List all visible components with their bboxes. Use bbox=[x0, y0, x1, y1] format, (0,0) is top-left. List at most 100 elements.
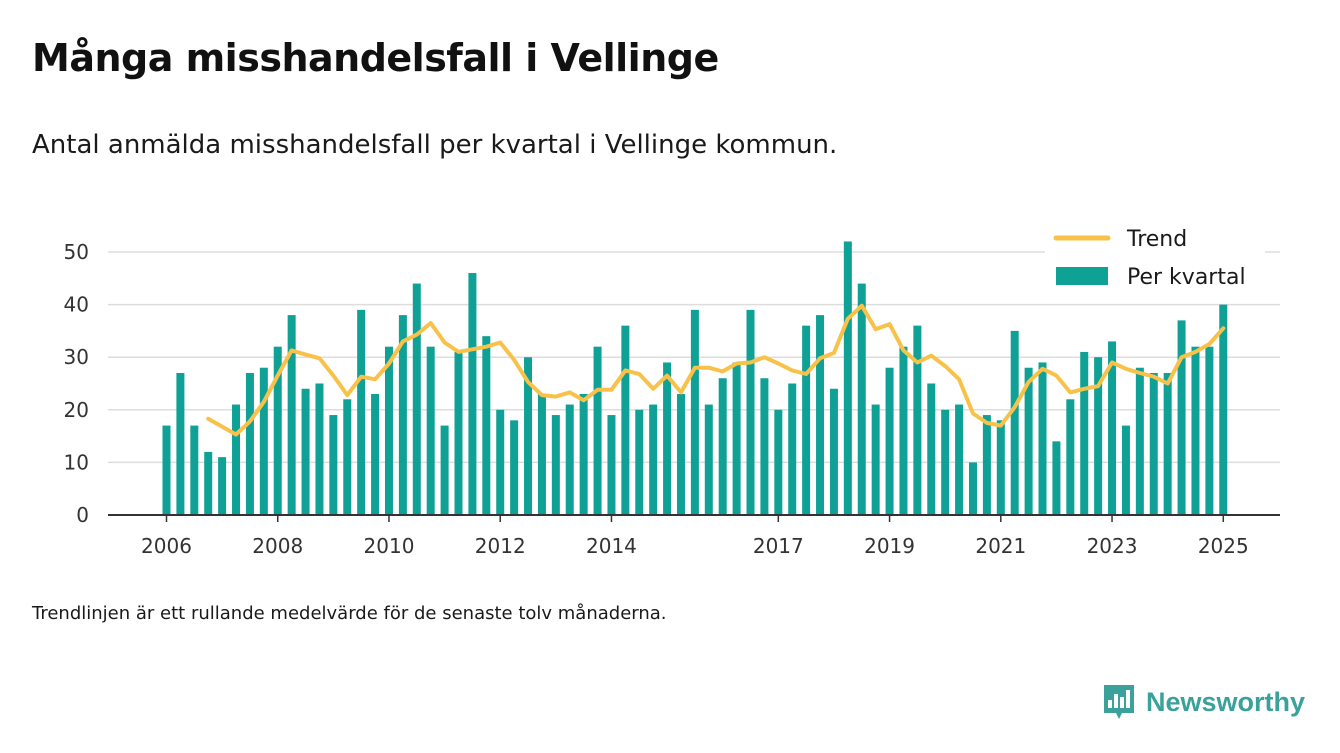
bar bbox=[537, 394, 546, 515]
bar bbox=[1052, 441, 1061, 515]
chart: 0 10 20 30 40 50 2006 2008 2010 2012 2014 2017 2019… bbox=[63, 222, 1280, 558]
x-tick-label: 2006 bbox=[141, 534, 192, 558]
newsworthy-logo-icon bbox=[1104, 685, 1134, 719]
bar bbox=[899, 346, 908, 515]
bar bbox=[996, 420, 1005, 515]
legend: Trend Per kvartal bbox=[1045, 222, 1265, 294]
bar bbox=[843, 241, 852, 516]
bar bbox=[176, 372, 185, 515]
y-tick-label: 40 bbox=[64, 293, 89, 317]
y-tick-label: 0 bbox=[76, 503, 89, 527]
bar bbox=[551, 415, 560, 515]
bar bbox=[760, 378, 769, 515]
bar bbox=[593, 346, 602, 515]
bar bbox=[1149, 372, 1158, 515]
bar bbox=[955, 404, 964, 515]
bar bbox=[635, 409, 644, 515]
x-tick-label: 2017 bbox=[753, 534, 804, 558]
bar bbox=[190, 425, 199, 515]
bar bbox=[218, 457, 227, 515]
bar bbox=[496, 409, 505, 515]
legend-bars-label: Per kvartal bbox=[1127, 265, 1246, 290]
bar bbox=[162, 425, 171, 515]
bar bbox=[343, 399, 352, 515]
bar bbox=[412, 283, 421, 515]
bar bbox=[982, 415, 991, 515]
bar bbox=[524, 357, 533, 515]
bar bbox=[1010, 330, 1019, 515]
bar bbox=[1219, 304, 1228, 515]
bar bbox=[746, 309, 755, 515]
bar bbox=[371, 394, 380, 515]
brand[interactable]: Newsworthy bbox=[1102, 682, 1305, 722]
bar bbox=[649, 404, 658, 515]
bar bbox=[857, 283, 866, 515]
legend-bars-swatch bbox=[1056, 267, 1108, 285]
y-tick-label: 50 bbox=[64, 240, 89, 264]
x-tick-label: 2019 bbox=[864, 534, 915, 558]
brand-name: Newsworthy bbox=[1146, 686, 1306, 717]
bar bbox=[329, 415, 338, 515]
bar bbox=[440, 425, 449, 515]
x-tick-label: 2021 bbox=[975, 534, 1026, 558]
chart-footnote: Trendlinjen är ett rullande medelvärde f… bbox=[32, 603, 667, 624]
bar bbox=[398, 315, 407, 515]
bars-series bbox=[162, 241, 1228, 516]
x-tick-label: 2014 bbox=[586, 534, 637, 558]
bar bbox=[1038, 362, 1047, 515]
y-tick-label: 30 bbox=[64, 345, 89, 369]
bar bbox=[802, 325, 811, 515]
bar bbox=[816, 315, 825, 515]
bar bbox=[774, 409, 783, 515]
bar bbox=[607, 415, 616, 515]
bar bbox=[357, 309, 366, 515]
bar bbox=[968, 462, 977, 515]
bar bbox=[259, 367, 268, 515]
bar bbox=[273, 346, 282, 515]
x-tick-label: 2008 bbox=[252, 534, 303, 558]
bar bbox=[232, 404, 241, 515]
bar bbox=[454, 351, 463, 515]
bar bbox=[871, 404, 880, 515]
bar bbox=[579, 394, 588, 515]
bar bbox=[1108, 341, 1117, 515]
bar bbox=[482, 336, 491, 515]
bar bbox=[510, 420, 519, 515]
y-axis-ticks: 0 10 20 30 40 50 bbox=[64, 240, 89, 527]
bar bbox=[1094, 357, 1103, 515]
bar bbox=[1205, 346, 1214, 515]
bar bbox=[1177, 320, 1186, 515]
bar bbox=[788, 383, 797, 515]
bar bbox=[927, 383, 936, 515]
bar bbox=[621, 325, 630, 515]
chart-subtitle: Antal anmälda misshandelsfall per kvarta… bbox=[32, 130, 838, 160]
x-tick-label: 2023 bbox=[1087, 534, 1138, 558]
bar bbox=[565, 404, 574, 515]
bar bbox=[676, 394, 685, 515]
bar bbox=[301, 388, 310, 515]
y-tick-label: 20 bbox=[64, 398, 89, 422]
bar bbox=[732, 362, 741, 515]
bar bbox=[1024, 367, 1033, 515]
bar bbox=[941, 409, 950, 515]
bar bbox=[204, 451, 213, 515]
bar bbox=[245, 372, 254, 515]
bar bbox=[315, 383, 324, 515]
bar bbox=[1191, 346, 1200, 515]
bar bbox=[663, 362, 672, 515]
x-tick-label: 2012 bbox=[475, 534, 526, 558]
y-tick-label: 10 bbox=[64, 450, 89, 474]
trend-series bbox=[206, 303, 1226, 437]
bar bbox=[1066, 399, 1075, 515]
bar bbox=[1080, 351, 1089, 515]
legend-trend-label: Trend bbox=[1126, 227, 1187, 252]
bar bbox=[384, 346, 393, 515]
bar bbox=[426, 346, 435, 515]
bar bbox=[1121, 425, 1130, 515]
bar bbox=[829, 388, 838, 515]
bar bbox=[885, 367, 894, 515]
bar bbox=[913, 325, 922, 515]
bar bbox=[704, 404, 713, 515]
chart-title: Många misshandelsfall i Vellinge bbox=[32, 36, 719, 80]
x-tick-label: 2025 bbox=[1198, 534, 1249, 558]
